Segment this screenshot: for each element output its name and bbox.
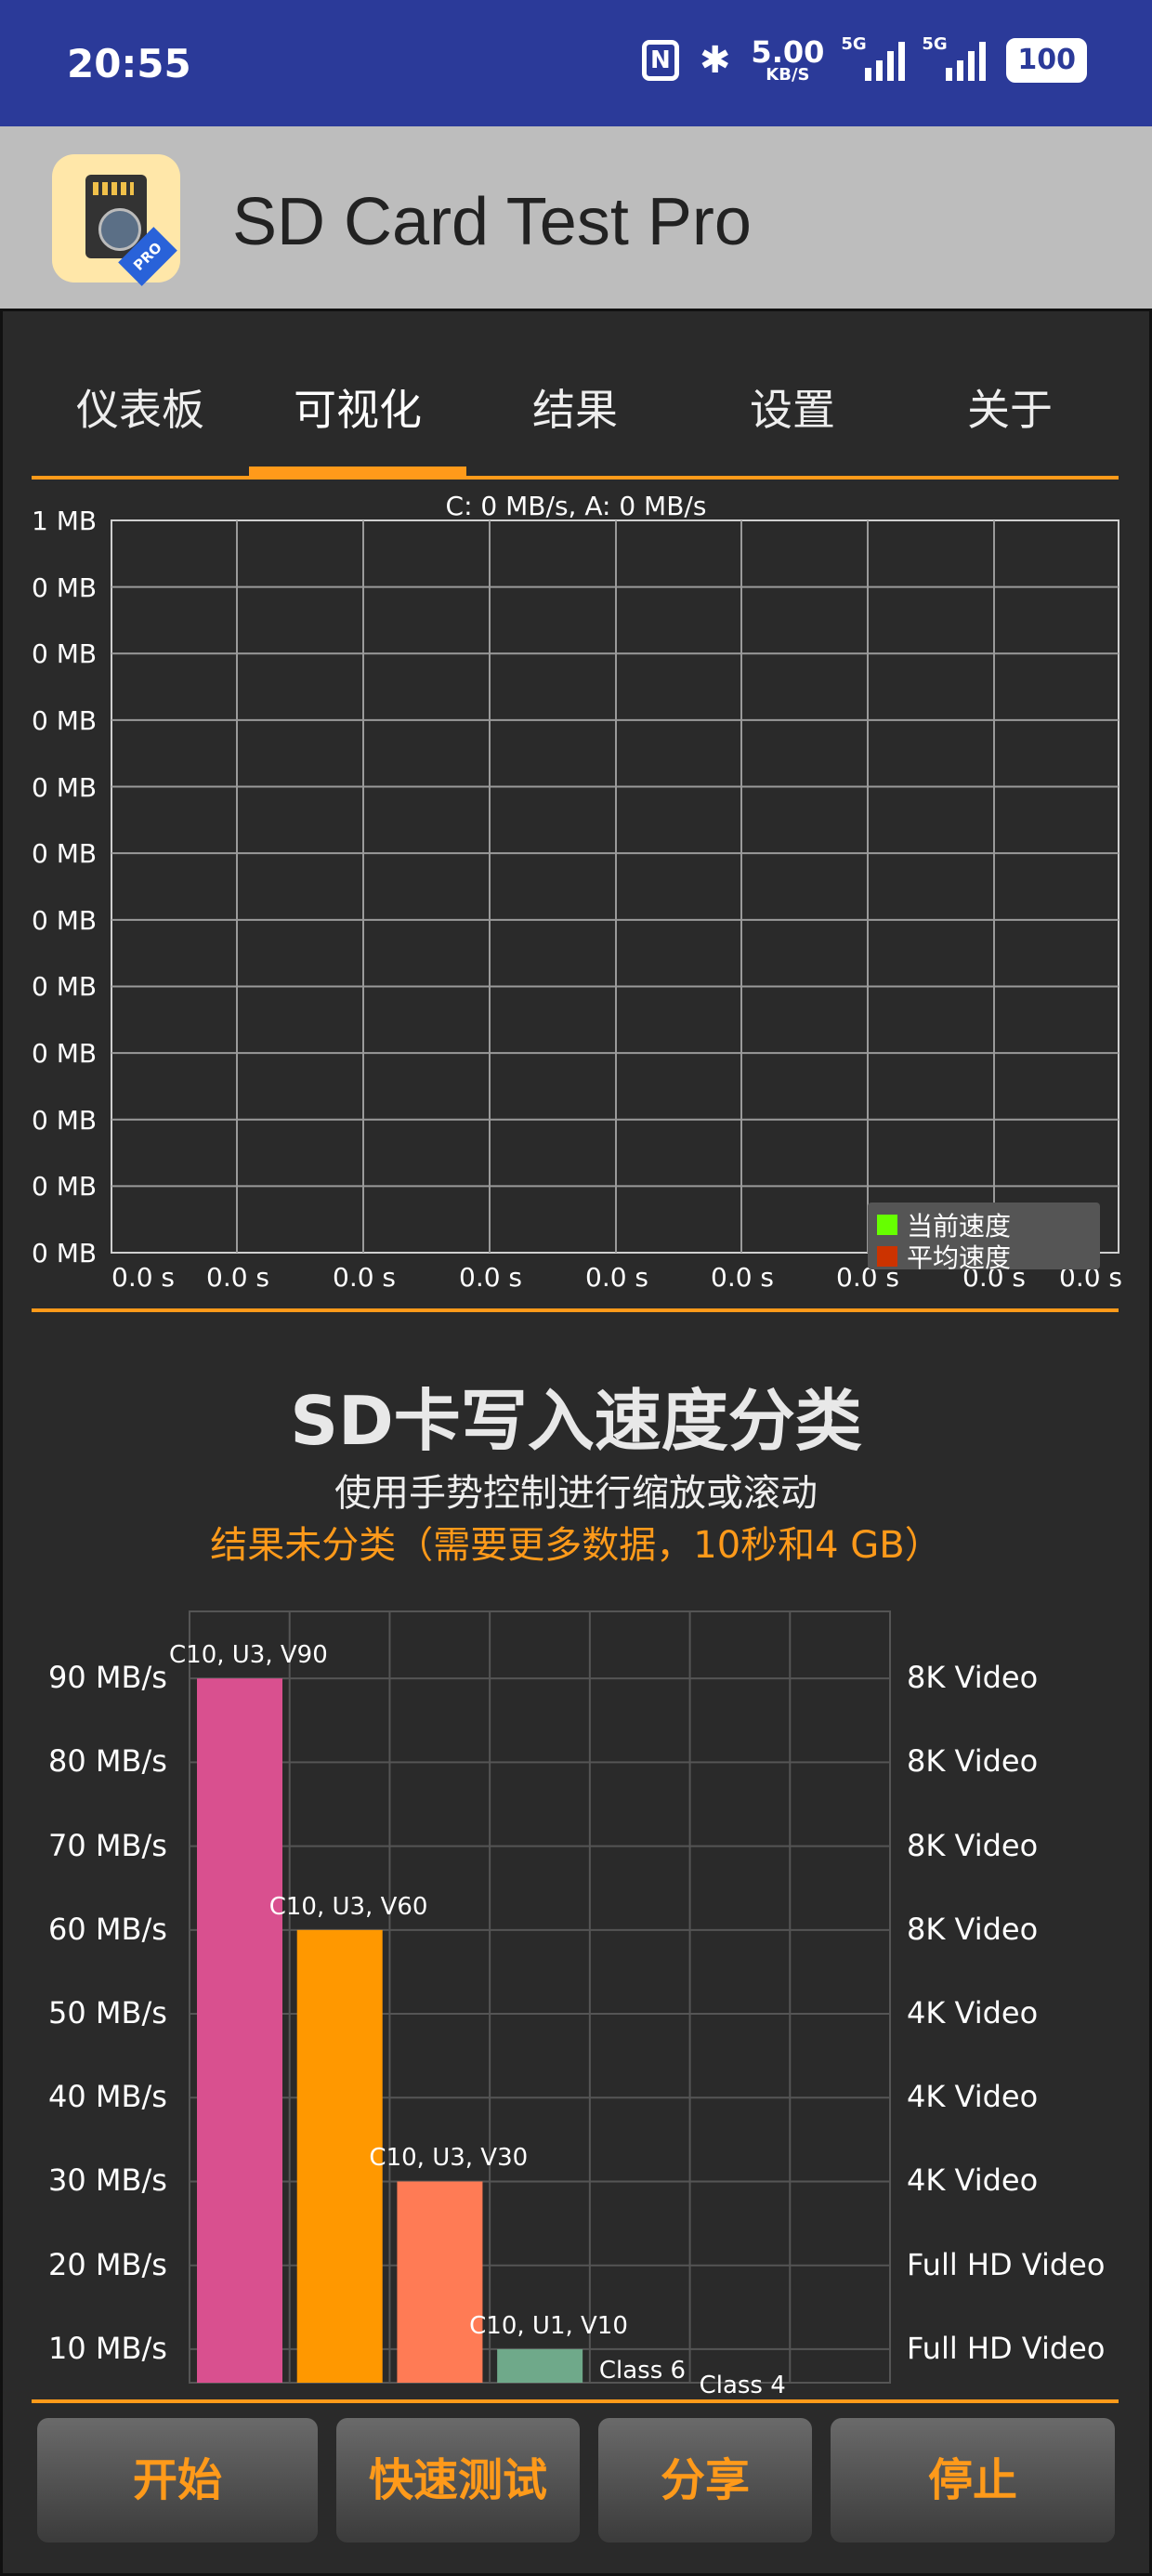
status-bar: 20:55 N ✱ 5.00 KB/S 5G 5G 100 [0, 0, 1152, 126]
class-bar-label: C10, U1, V10 [469, 2311, 628, 2340]
class-chart-right-tick: 8K Video [907, 1660, 1039, 1696]
speed-chart-y-tick: 0 MB [32, 1238, 98, 1268]
main-panel [0, 309, 1152, 2576]
class-chart-y-tick: 30 MB/s [48, 2162, 167, 2199]
class-chart-y-tick: 20 MB/s [48, 2246, 167, 2282]
class-bar-chart[interactable]: 90 MB/s 8K Video 80 MB/s 8K Video 70 MB/s 8K … [0, 1608, 1152, 2399]
speed-chart-x-tick: 0.0 s [333, 1262, 397, 1293]
network-speed-value: 5.00 [751, 34, 825, 70]
class-chart-y-tick: 60 MB/s [48, 1911, 167, 1947]
app-title: SD Card Test Pro [232, 185, 752, 259]
tab-results[interactable]: 结果 [532, 385, 618, 435]
class-chart-right-tick: Full HD Video [907, 2330, 1106, 2366]
tab-bar: 仪表板 可视化 结果 设置 关于 [32, 353, 1119, 478]
legend-label-current: 当前速度 [907, 1211, 1012, 1242]
speed-chart-x-tick: 0.0 s [206, 1262, 270, 1293]
speed-chart-y-tick: 0 MB [32, 1038, 98, 1070]
speed-chart-x-tick: 0.0 s [585, 1262, 649, 1293]
chart-divider [32, 1308, 1119, 1312]
tab-visualization[interactable]: 可视化 [294, 385, 422, 435]
status-time: 20:55 [67, 41, 191, 86]
tab-divider [32, 476, 1119, 480]
class-chart-frame [189, 1610, 891, 2384]
speed-chart-x-tick: 0.0 s [111, 1262, 176, 1293]
app-bar: PRO SD Card Test Pro [0, 126, 1152, 309]
class-chart-plot [189, 1610, 891, 2384]
class-chart-right-tick: 4K Video [907, 2162, 1039, 2199]
class-chart-y-tick: 70 MB/s [48, 1827, 167, 1863]
app-logo-icon: PRO [52, 154, 180, 286]
speed-chart-y-tick: 0 MB [32, 771, 98, 803]
signal-tag-1: 5G [841, 34, 867, 54]
class-bar-label: Class 4 [699, 2372, 786, 2399]
signal-tag-2: 5G [922, 34, 948, 54]
class-chart-right-tick: 4K Video [907, 2079, 1039, 2115]
gauge-icon [98, 208, 141, 251]
class-bar-label: Class 6 [598, 2357, 687, 2385]
speed-chart-y-tick: 0 MB [32, 704, 98, 736]
class-chart-right-tick: 4K Video [907, 1995, 1039, 2031]
legend-item-average: 平均速度 [877, 1238, 1011, 1275]
class-bar-label: C10, U3, V30 [369, 2144, 529, 2173]
signal-icon-1: 5G [841, 34, 906, 81]
speed-chart-x-tick: 0.0 s [459, 1262, 523, 1293]
nfc-icon: N [641, 40, 679, 81]
status-icons: N ✱ 5.00 KB/S 5G 5G 100 [641, 34, 1087, 84]
legend-swatch-current [877, 1215, 897, 1235]
speed-chart-y-tick: 1 MB [32, 506, 98, 536]
speed-chart-y-tick: 0 MB [32, 638, 98, 670]
speed-chart-y-tick: 0 MB [32, 572, 98, 603]
speed-chart-y-tick: 0 MB [32, 838, 98, 870]
class-chart-right-tick: 8K Video [907, 1743, 1039, 1780]
legend-item-current: 当前速度 [877, 1206, 1011, 1243]
legend-label-average: 平均速度 [907, 1242, 1012, 1273]
class-bar-1 [296, 1929, 383, 2383]
network-speed: 5.00 KB/S [751, 37, 824, 84]
bottom-divider [32, 2399, 1119, 2403]
network-speed-unit: KB/S [766, 65, 810, 85]
speed-chart-x-tick: 0.0 s [711, 1262, 775, 1293]
speed-chart-title: C: 0 MB/s, A: 0 MB/s [445, 491, 707, 521]
class-bar-3 [497, 2348, 583, 2383]
tab-settings[interactable]: 设置 [750, 385, 835, 435]
class-bar-2 [397, 2181, 483, 2383]
share-button[interactable]: 分享 [598, 2418, 812, 2543]
speed-chart-legend: 当前速度 平均速度 [868, 1203, 1100, 1273]
speed-chart-y-tick: 0 MB [32, 904, 98, 936]
classification-note: 结果未分类（需要更多数据，10秒和4 GB） [210, 1524, 942, 1567]
active-tab-indicator [249, 467, 466, 476]
class-chart-y-tick: 80 MB/s [48, 1743, 167, 1780]
legend-swatch-average [877, 1246, 897, 1267]
class-bar-0 [197, 1678, 282, 2383]
bluetooth-icon: ✱ [699, 39, 731, 82]
classification-title: SD卡写入速度分类 [290, 1382, 862, 1460]
start-button[interactable]: 开始 [37, 2418, 318, 2543]
class-chart-y-tick: 50 MB/s [48, 1995, 167, 2031]
signal-icon-2: 5G [922, 34, 987, 81]
stop-button[interactable]: 停止 [831, 2418, 1115, 2543]
class-chart-right-tick: 8K Video [907, 1827, 1039, 1863]
class-chart-right-tick: 8K Video [907, 1911, 1039, 1947]
class-bar-label: C10, U3, V90 [169, 1641, 328, 1670]
quick-test-button[interactable]: 快速测试 [336, 2418, 580, 2543]
tab-dashboard[interactable]: 仪表板 [76, 385, 204, 435]
tab-about[interactable]: 关于 [967, 385, 1053, 435]
battery-icon: 100 [1006, 38, 1087, 83]
class-bar-label: C10, U3, V60 [268, 1892, 428, 1921]
speed-chart[interactable]: C: 0 MB/s, A: 0 MB/s 1 MB 0 MB 0 MB 0 MB 0 M… [0, 480, 1152, 1310]
class-chart-y-tick: 90 MB/s [48, 1660, 167, 1696]
class-chart-y-tick: 10 MB/s [48, 2330, 167, 2366]
speed-chart-grid [111, 519, 1119, 1254]
class-chart-y-tick: 40 MB/s [48, 2079, 167, 2115]
classification-subtitle: 使用手势控制进行缩放或滚动 [334, 1472, 818, 1515]
speed-chart-y-tick: 0 MB [32, 1171, 98, 1203]
speed-chart-y-tick: 0 MB [32, 971, 98, 1003]
class-chart-right-tick: Full HD Video [907, 2246, 1106, 2282]
speed-chart-y-tick: 0 MB [32, 1104, 98, 1136]
